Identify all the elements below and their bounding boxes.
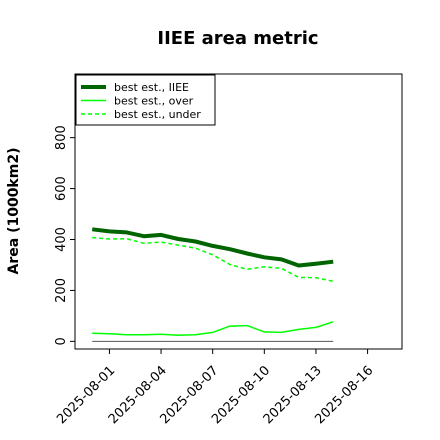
y-tick-label: 200	[54, 278, 69, 303]
y-tick-label: 400	[54, 227, 69, 252]
chart-title: IIEE area metric	[157, 28, 318, 49]
series-line-2	[92, 321, 334, 337]
y-tick-label: 600	[54, 176, 69, 201]
legend-label-1: best est., IIEE	[114, 81, 189, 94]
y-tick-label: 800	[54, 125, 69, 150]
plot-area: 02004006008002025-08-012025-08-042025-08…	[54, 73, 403, 427]
series-line-3	[92, 236, 334, 283]
plot-frame	[74, 73, 403, 350]
legend-label-3: best est., under	[114, 108, 201, 121]
y-tick-label: 0	[54, 337, 69, 345]
series-line-1	[91, 227, 334, 268]
y-axis-label: Area (1000km2)	[6, 148, 22, 275]
legend-label-2: best est., over	[114, 95, 194, 108]
